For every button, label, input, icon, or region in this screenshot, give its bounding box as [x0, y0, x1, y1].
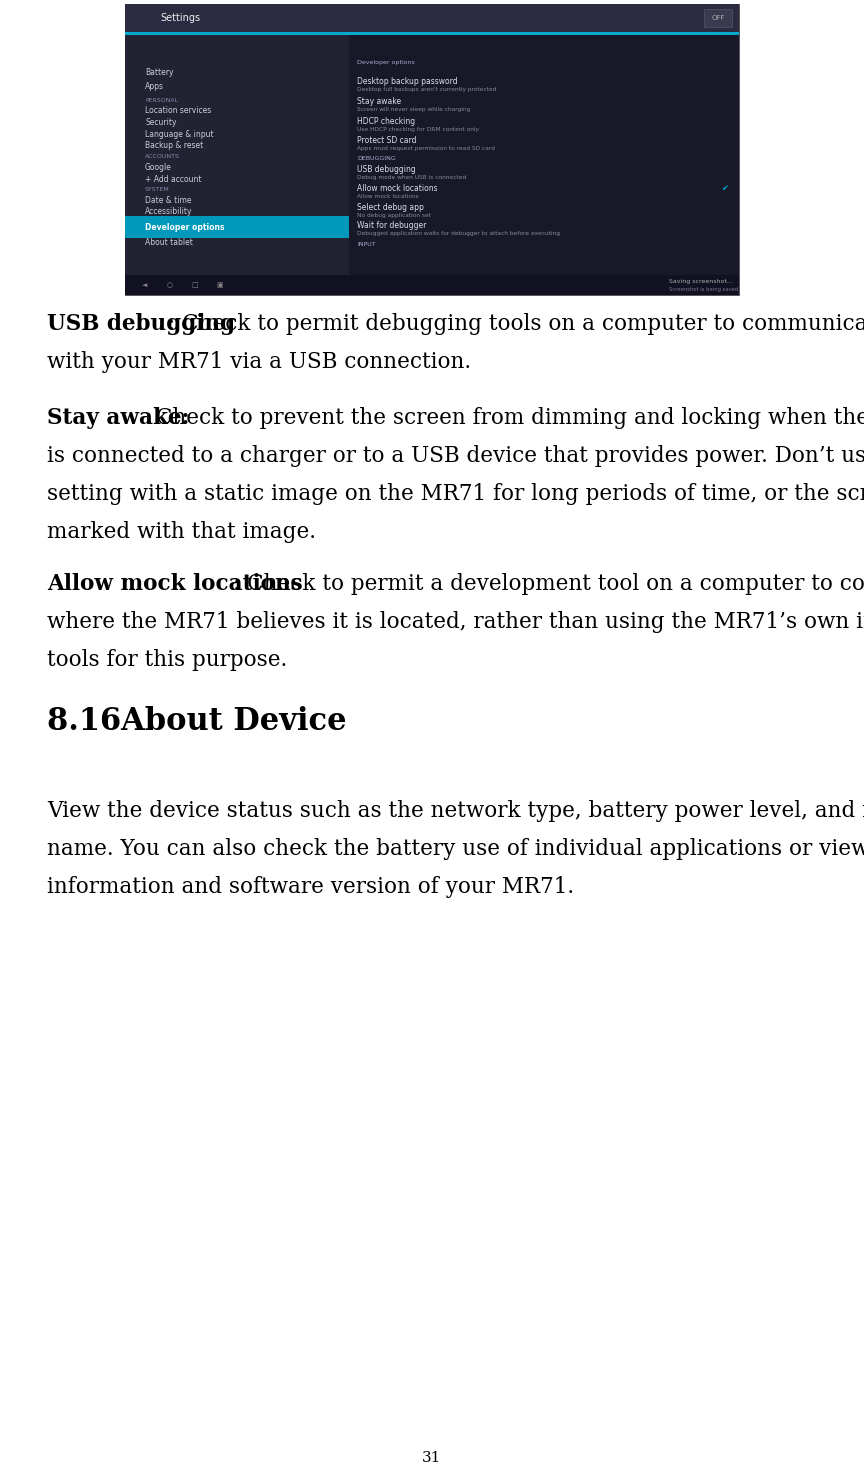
Text: View the device status such as the network type, battery power level, and networ: View the device status such as the netwo… — [47, 800, 864, 822]
Text: □: □ — [192, 282, 199, 288]
Text: Select debug app: Select debug app — [357, 203, 424, 212]
Text: 31: 31 — [422, 1451, 442, 1465]
Text: Allow mock locations: Allow mock locations — [47, 573, 302, 595]
Text: information and software version of your MR71.: information and software version of your… — [47, 876, 574, 898]
Text: ACCOUNTS: ACCOUNTS — [145, 154, 180, 159]
Text: Protect SD card: Protect SD card — [357, 137, 416, 145]
Text: Saving screenshot...: Saving screenshot... — [669, 279, 733, 285]
Text: Debugged application waits for debugger to attach before executing: Debugged application waits for debugger … — [357, 232, 560, 236]
Text: Backup & reset: Backup & reset — [145, 141, 203, 150]
Text: ✔: ✔ — [721, 184, 728, 193]
Bar — [125, 4, 739, 295]
Text: USB debugging: USB debugging — [47, 313, 235, 335]
Text: Security: Security — [145, 119, 176, 128]
Text: About tablet: About tablet — [145, 237, 193, 246]
Text: USB debugging: USB debugging — [357, 165, 416, 174]
Text: INPUT: INPUT — [357, 242, 376, 246]
Text: Desktop backup password: Desktop backup password — [357, 77, 458, 86]
Bar — [125, 275, 739, 295]
Text: Check to prevent the screen from dimming and locking when the MR71: Check to prevent the screen from dimming… — [149, 407, 864, 429]
Text: Battery: Battery — [145, 68, 174, 77]
Text: marked with that image.: marked with that image. — [47, 521, 316, 543]
Text: ▣: ▣ — [217, 282, 223, 288]
Text: Stay awake:: Stay awake: — [47, 407, 189, 429]
Text: tools for this purpose.: tools for this purpose. — [47, 649, 287, 671]
Text: where the MR71 believes it is located, rather than using the MR71’s own internal: where the MR71 believes it is located, r… — [47, 611, 864, 634]
Text: DEBUGGING: DEBUGGING — [357, 156, 396, 162]
Text: PERSONAL: PERSONAL — [145, 98, 178, 102]
Text: No debug application set: No debug application set — [357, 212, 431, 218]
Text: ○: ○ — [167, 282, 173, 288]
Text: SYSTEM: SYSTEM — [145, 187, 169, 193]
Text: Allow mock locations: Allow mock locations — [357, 194, 419, 199]
Text: Use HDCP checking for DRM content only: Use HDCP checking for DRM content only — [357, 126, 480, 132]
Text: Date & time: Date & time — [145, 196, 192, 205]
Text: Developer options: Developer options — [357, 59, 415, 65]
Text: Allow mock locations: Allow mock locations — [357, 184, 438, 193]
Bar — [125, 33, 739, 36]
Text: Screenshot is being saved.: Screenshot is being saved. — [669, 288, 740, 292]
Bar — [125, 4, 739, 33]
Text: Desktop full backups aren't currently protected: Desktop full backups aren't currently pr… — [357, 88, 497, 92]
Text: : Check to permit a development tool on a computer to control: : Check to permit a development tool on … — [233, 573, 864, 595]
Text: with your MR71 via a USB connection.: with your MR71 via a USB connection. — [47, 352, 471, 372]
Text: Apps must request permission to read SD card: Apps must request permission to read SD … — [357, 145, 495, 151]
Text: Screen will never sleep while charging: Screen will never sleep while charging — [357, 107, 470, 113]
Text: Location services: Location services — [145, 105, 212, 116]
Text: is connected to a charger or to a USB device that provides power. Don’t use this: is connected to a charger or to a USB de… — [47, 445, 864, 467]
Text: Developer options: Developer options — [145, 223, 225, 232]
Text: Wait for debugger: Wait for debugger — [357, 221, 427, 230]
Bar — [125, 217, 349, 237]
Text: + Add account: + Add account — [145, 175, 201, 184]
Text: Settings: Settings — [160, 13, 200, 22]
Text: Language & input: Language & input — [145, 131, 213, 139]
Text: : Check to permit debugging tools on a computer to communicate: : Check to permit debugging tools on a c… — [168, 313, 864, 335]
Text: HDCP checking: HDCP checking — [357, 117, 416, 126]
Text: name. You can also check the battery use of individual applications or view the : name. You can also check the battery use… — [47, 838, 864, 861]
Text: Stay awake: Stay awake — [357, 98, 401, 107]
Bar — [349, 36, 739, 275]
Bar — [704, 9, 732, 27]
Bar — [125, 36, 349, 275]
Text: 8.16About Device: 8.16About Device — [47, 706, 346, 738]
Text: setting with a static image on the MR71 for long periods of time, or the screen : setting with a static image on the MR71 … — [47, 482, 864, 505]
Text: OFF: OFF — [711, 15, 725, 21]
Text: Accessibility: Accessibility — [145, 208, 193, 217]
Text: Debug mode when USB is connected: Debug mode when USB is connected — [357, 175, 467, 180]
Text: Google: Google — [145, 163, 172, 172]
Text: Apps: Apps — [145, 82, 164, 91]
Text: ◄: ◄ — [143, 282, 148, 288]
